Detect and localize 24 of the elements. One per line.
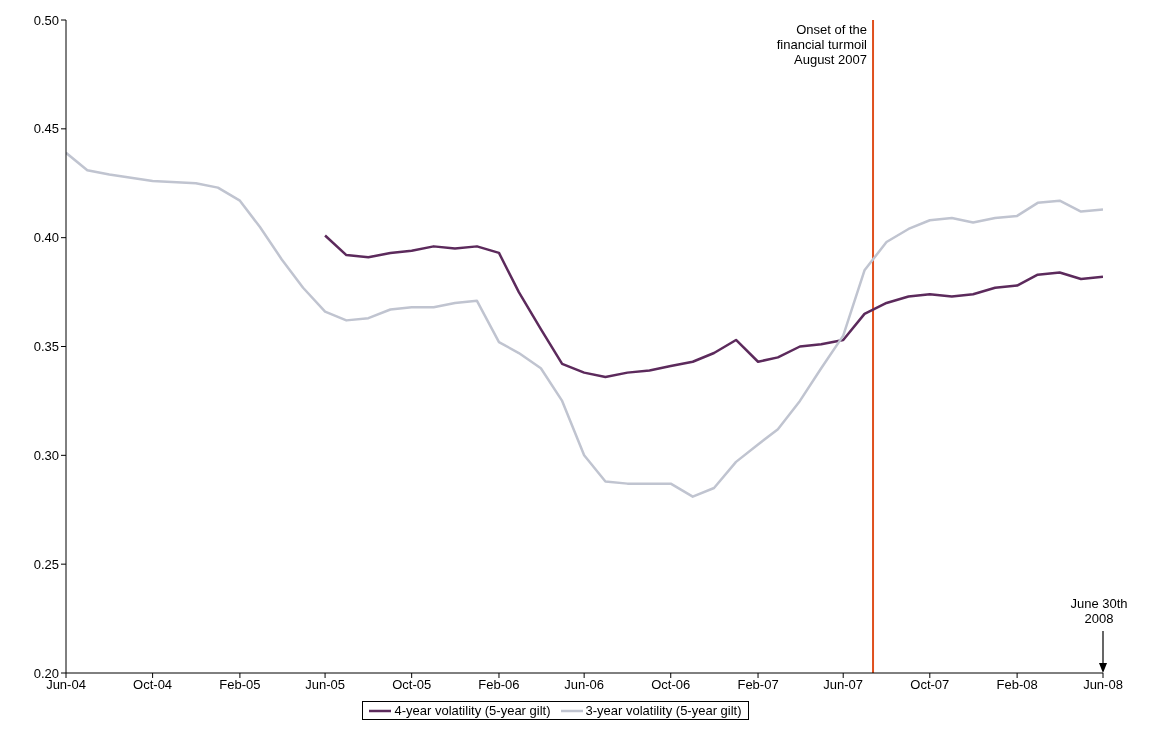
x-tick-label: Feb-07 [737, 677, 779, 693]
x-tick-label: Oct-05 [392, 677, 432, 693]
annotation: June 30th 2008 [1070, 596, 1128, 626]
x-tick-label: Feb-05 [219, 677, 261, 693]
line-series [66, 151, 1103, 498]
ref-line-label: Onset of the financial turmoil August 2007 [776, 22, 868, 67]
x-tick-label: Feb-06 [478, 677, 520, 693]
y-tick-label: 0.25 [33, 556, 59, 572]
legend-label: 3-year volatility (5-year gilt) [585, 703, 742, 718]
y-tick-label: 0.40 [33, 230, 59, 246]
y-tick-label: 0.30 [33, 447, 59, 463]
x-tick-label: Jun-06 [564, 677, 605, 693]
x-tick-label: Jun-08 [1083, 677, 1123, 693]
y-tick-label: 0.45 [33, 121, 59, 137]
x-tick-label: Oct-04 [133, 677, 173, 693]
y-tick-label: 0.50 [33, 12, 59, 28]
line-series [323, 234, 1103, 379]
legend-label: 4-year volatility (5-year gilt) [394, 703, 551, 718]
x-tick-label: Oct-07 [910, 677, 950, 693]
x-tick-label: Jun-07 [823, 677, 864, 693]
x-tick-label: Jun-05 [305, 677, 345, 693]
x-tick-label: Oct-06 [651, 677, 691, 693]
x-tick-label: Feb-08 [996, 677, 1038, 693]
y-tick-label: 0.35 [33, 339, 59, 355]
